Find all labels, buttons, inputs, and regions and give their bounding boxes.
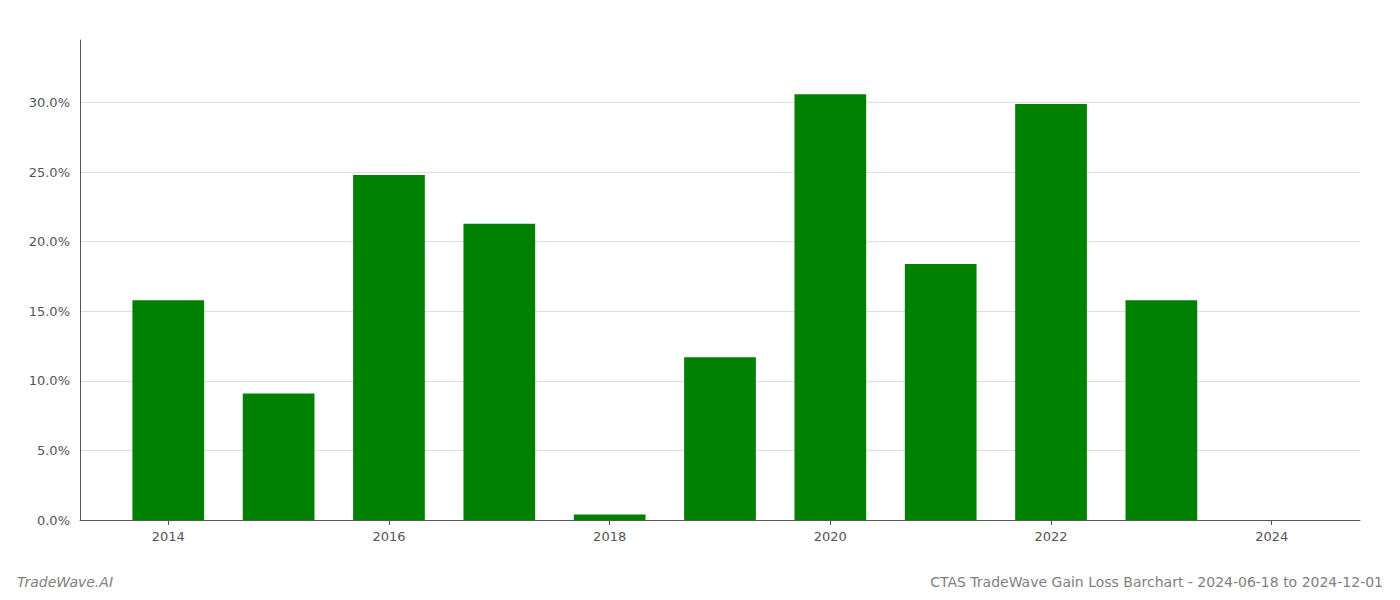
svg-text:5.0%: 5.0% [37, 443, 70, 458]
svg-text:25.0%: 25.0% [29, 165, 70, 180]
svg-text:10.0%: 10.0% [29, 373, 70, 388]
svg-text:2016: 2016 [372, 529, 405, 544]
svg-text:0.0%: 0.0% [37, 513, 70, 528]
svg-text:20.0%: 20.0% [29, 234, 70, 249]
svg-text:2020: 2020 [814, 529, 847, 544]
svg-text:30.0%: 30.0% [29, 95, 70, 110]
svg-text:2014: 2014 [152, 529, 185, 544]
svg-text:2018: 2018 [593, 529, 626, 544]
svg-text:CTAS TradeWave Gain Loss Barch: CTAS TradeWave Gain Loss Barchart - 2024… [930, 574, 1383, 590]
svg-text:TradeWave.AI: TradeWave.AI [17, 574, 113, 590]
svg-text:15.0%: 15.0% [29, 304, 70, 319]
svg-text:2022: 2022 [1034, 529, 1067, 544]
svg-text:2024: 2024 [1255, 529, 1288, 544]
